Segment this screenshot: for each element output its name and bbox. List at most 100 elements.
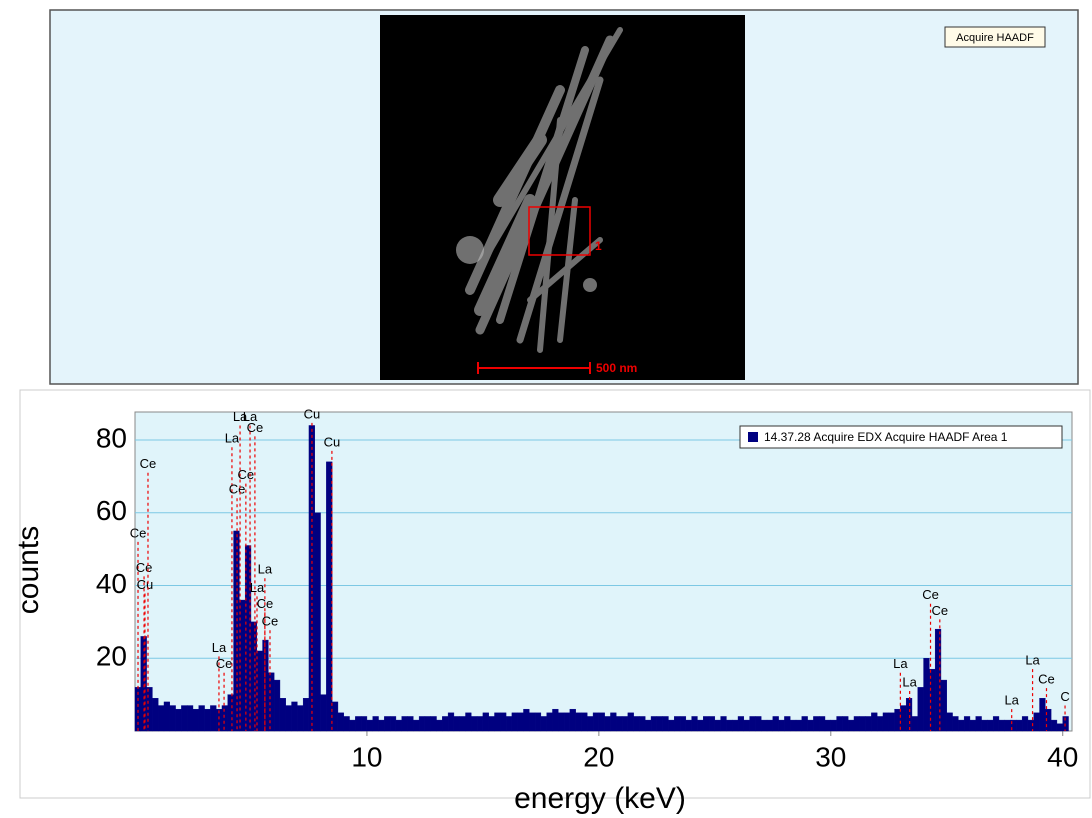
- legend-box: [739, 425, 1063, 449]
- bar: [963, 716, 971, 732]
- bar: [726, 719, 733, 732]
- element-label: Ce: [238, 467, 255, 482]
- element-label: Cu: [324, 434, 341, 449]
- y-tick-label: 40: [96, 568, 127, 599]
- bar: [714, 719, 721, 732]
- bar: [465, 712, 472, 732]
- bar: [331, 701, 339, 732]
- bar: [395, 719, 402, 732]
- bar: [784, 716, 791, 732]
- bar: [708, 716, 716, 732]
- bar: [847, 719, 855, 732]
- bar: [691, 716, 698, 732]
- bar: [662, 716, 669, 732]
- bar: [801, 716, 808, 732]
- element-label: Ce: [136, 560, 153, 575]
- bar: [505, 716, 513, 732]
- bar: [558, 712, 565, 732]
- y-tick-label: 20: [96, 641, 127, 672]
- element-label: Ce: [216, 656, 233, 671]
- bar: [314, 512, 321, 732]
- element-label: Ce: [262, 614, 279, 629]
- bar: [969, 719, 976, 732]
- bar: [743, 719, 750, 732]
- bar: [273, 679, 281, 732]
- bar: [268, 672, 275, 732]
- element-label: La: [1025, 653, 1040, 668]
- acquire-button-label[interactable]: Acquire HAADF: [956, 32, 1034, 44]
- element-label: La: [902, 674, 917, 689]
- bar: [592, 712, 600, 732]
- bar: [349, 719, 356, 732]
- element-label: Ce: [1038, 672, 1055, 687]
- acquire-button[interactable]: [944, 26, 1046, 48]
- legend-label: 14.37.28 Acquire EDX Acquire HAADF Area …: [764, 430, 1008, 444]
- bar: [430, 716, 437, 732]
- element-label: C: [1060, 689, 1069, 704]
- bar: [610, 712, 617, 732]
- element-label: La: [250, 580, 265, 595]
- bar: [865, 716, 872, 732]
- bar: [703, 716, 710, 732]
- bar: [360, 716, 368, 732]
- bar: [1021, 716, 1029, 732]
- bar: [285, 705, 292, 732]
- bar: [529, 712, 536, 732]
- bar: [888, 712, 895, 732]
- bar: [958, 719, 965, 732]
- bar: [749, 716, 756, 732]
- area-label: 1: [595, 239, 602, 253]
- bar: [987, 719, 994, 732]
- bar: [389, 716, 397, 732]
- element-label: Cu: [137, 577, 154, 592]
- bar: [894, 708, 901, 732]
- bar: [1056, 723, 1063, 732]
- bar: [720, 716, 727, 732]
- bar: [911, 716, 918, 732]
- bar: [157, 705, 165, 732]
- bar: [297, 705, 304, 732]
- bar: [181, 705, 188, 732]
- bar: [471, 716, 478, 732]
- bar: [946, 712, 953, 732]
- element-label: Ce: [922, 587, 939, 602]
- bar: [372, 716, 379, 732]
- element-label: Ce: [247, 420, 264, 435]
- bar: [587, 716, 594, 732]
- bar: [1039, 698, 1046, 732]
- bar: [772, 716, 779, 732]
- bar: [1016, 719, 1023, 732]
- bar: [795, 719, 803, 732]
- bar: [227, 694, 234, 732]
- bar: [494, 712, 501, 732]
- y-tick-label: 60: [96, 495, 127, 526]
- bar: [755, 716, 762, 732]
- plot-area: [134, 411, 1073, 732]
- bar: [326, 461, 333, 732]
- bar: [761, 719, 768, 732]
- bar: [384, 716, 391, 732]
- bar: [581, 712, 588, 732]
- bar: [418, 716, 426, 732]
- bar: [992, 716, 1000, 732]
- bar: [871, 712, 878, 732]
- bar: [291, 701, 298, 732]
- bar: [401, 716, 408, 732]
- bar: [221, 705, 228, 732]
- x-tick-label: 10: [351, 741, 382, 772]
- bar: [732, 719, 739, 732]
- bar: [563, 712, 571, 732]
- element-label: Ce: [257, 596, 274, 611]
- bar: [639, 716, 646, 732]
- bar: [842, 716, 849, 732]
- bar: [320, 694, 327, 732]
- bar: [546, 712, 553, 732]
- element-label: Ce: [130, 525, 147, 540]
- bar: [853, 716, 860, 732]
- bar: [818, 716, 826, 732]
- scale-bar-label: 500 nm: [596, 361, 637, 375]
- bar: [169, 705, 176, 732]
